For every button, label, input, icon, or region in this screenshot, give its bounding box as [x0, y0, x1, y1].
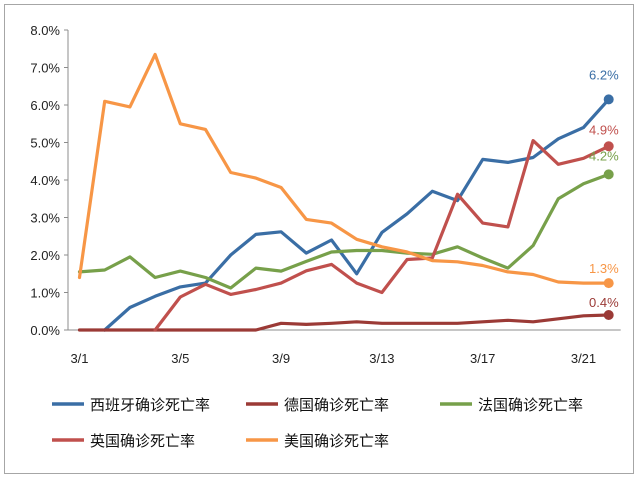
end-label-4: 1.3%: [589, 261, 619, 276]
legend-label-2: 法国确诊死亡率: [478, 396, 583, 414]
y-tick-label: 0.0%: [30, 323, 60, 338]
end-label-2: 4.2%: [589, 148, 619, 163]
y-tick-label: 4.0%: [30, 173, 60, 188]
end-label-3: 4.9%: [589, 122, 619, 137]
series-line-3: [153, 139, 611, 332]
series-line-4: [77, 52, 611, 285]
series-lines: [77, 52, 614, 332]
y-tick-label: 6.0%: [30, 98, 60, 113]
series-end-marker-3: [603, 141, 614, 152]
legend-label-3: 英国确诊死亡率: [90, 432, 195, 450]
x-tick-label: 3/9: [272, 351, 290, 366]
y-tick-label: 1.0%: [30, 286, 60, 301]
x-tick-label: 3/5: [171, 351, 189, 366]
x-tick-label: 3/1: [70, 351, 88, 366]
series-line-1: [77, 313, 611, 332]
end-label-1: 0.4%: [589, 295, 619, 310]
chart-frame: [4, 4, 634, 474]
y-tick-label: 5.0%: [30, 136, 60, 151]
series-line-2: [77, 172, 611, 290]
y-tick-label: 8.0%: [30, 23, 60, 38]
legend-label-0: 西班牙确诊死亡率: [90, 396, 210, 414]
x-tick-label: 3/21: [571, 351, 596, 366]
series-end-marker-4: [603, 278, 614, 289]
series-end-marker-2: [603, 169, 614, 180]
y-tick-label: 7.0%: [30, 61, 60, 76]
series-line-0: [103, 97, 611, 332]
end-labels: 6.2% 0.4% 4.2% 4.9% 1.3%: [589, 67, 619, 310]
x-axis: 3/1 3/5 3/9 3/13 3/17 3/21: [68, 329, 621, 366]
y-tick-label: 3.0%: [30, 211, 60, 226]
legend-label-4: 美国确诊死亡率: [284, 432, 389, 450]
end-label-0: 6.2%: [589, 67, 619, 82]
series-end-marker-0: [603, 94, 614, 105]
y-tick-label: 2.0%: [30, 248, 60, 263]
x-tick-label: 3/17: [470, 351, 495, 366]
x-tick-label: 3/13: [369, 351, 394, 366]
legend-label-1: 德国确诊死亡率: [284, 396, 389, 414]
y-axis: 0.0% 1.0% 2.0% 3.0% 4.0% 5.0% 6.0% 7.0% 8.0%: [30, 23, 69, 338]
series-end-marker-1: [603, 310, 614, 320]
